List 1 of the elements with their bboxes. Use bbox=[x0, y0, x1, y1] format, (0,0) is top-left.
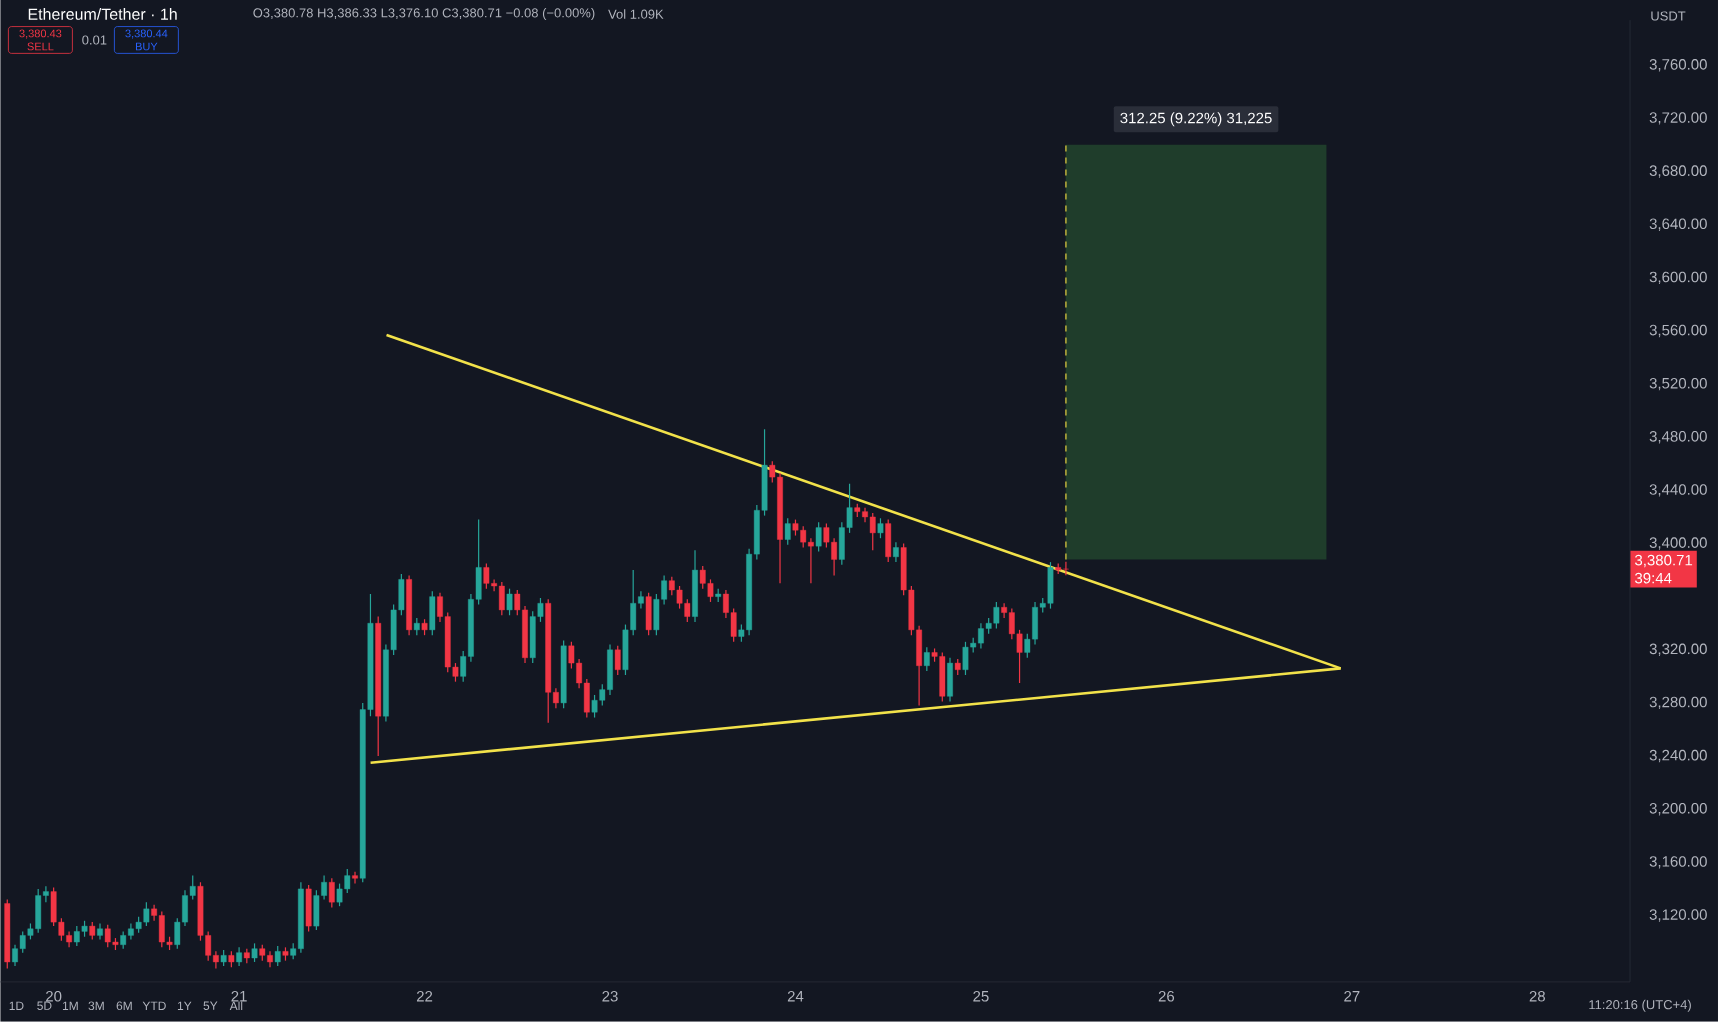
chart-title: Ethereum/Tether · 1h bbox=[28, 8, 177, 20]
